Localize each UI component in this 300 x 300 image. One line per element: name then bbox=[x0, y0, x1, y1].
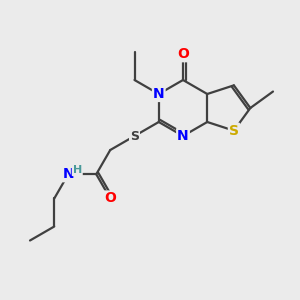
Text: N: N bbox=[62, 167, 74, 181]
Text: O: O bbox=[104, 191, 116, 206]
Text: O: O bbox=[177, 47, 189, 61]
Text: S: S bbox=[130, 130, 139, 142]
Text: N: N bbox=[177, 129, 189, 143]
Text: N: N bbox=[153, 87, 165, 101]
Text: S: S bbox=[229, 124, 239, 138]
Text: H: H bbox=[73, 165, 82, 175]
